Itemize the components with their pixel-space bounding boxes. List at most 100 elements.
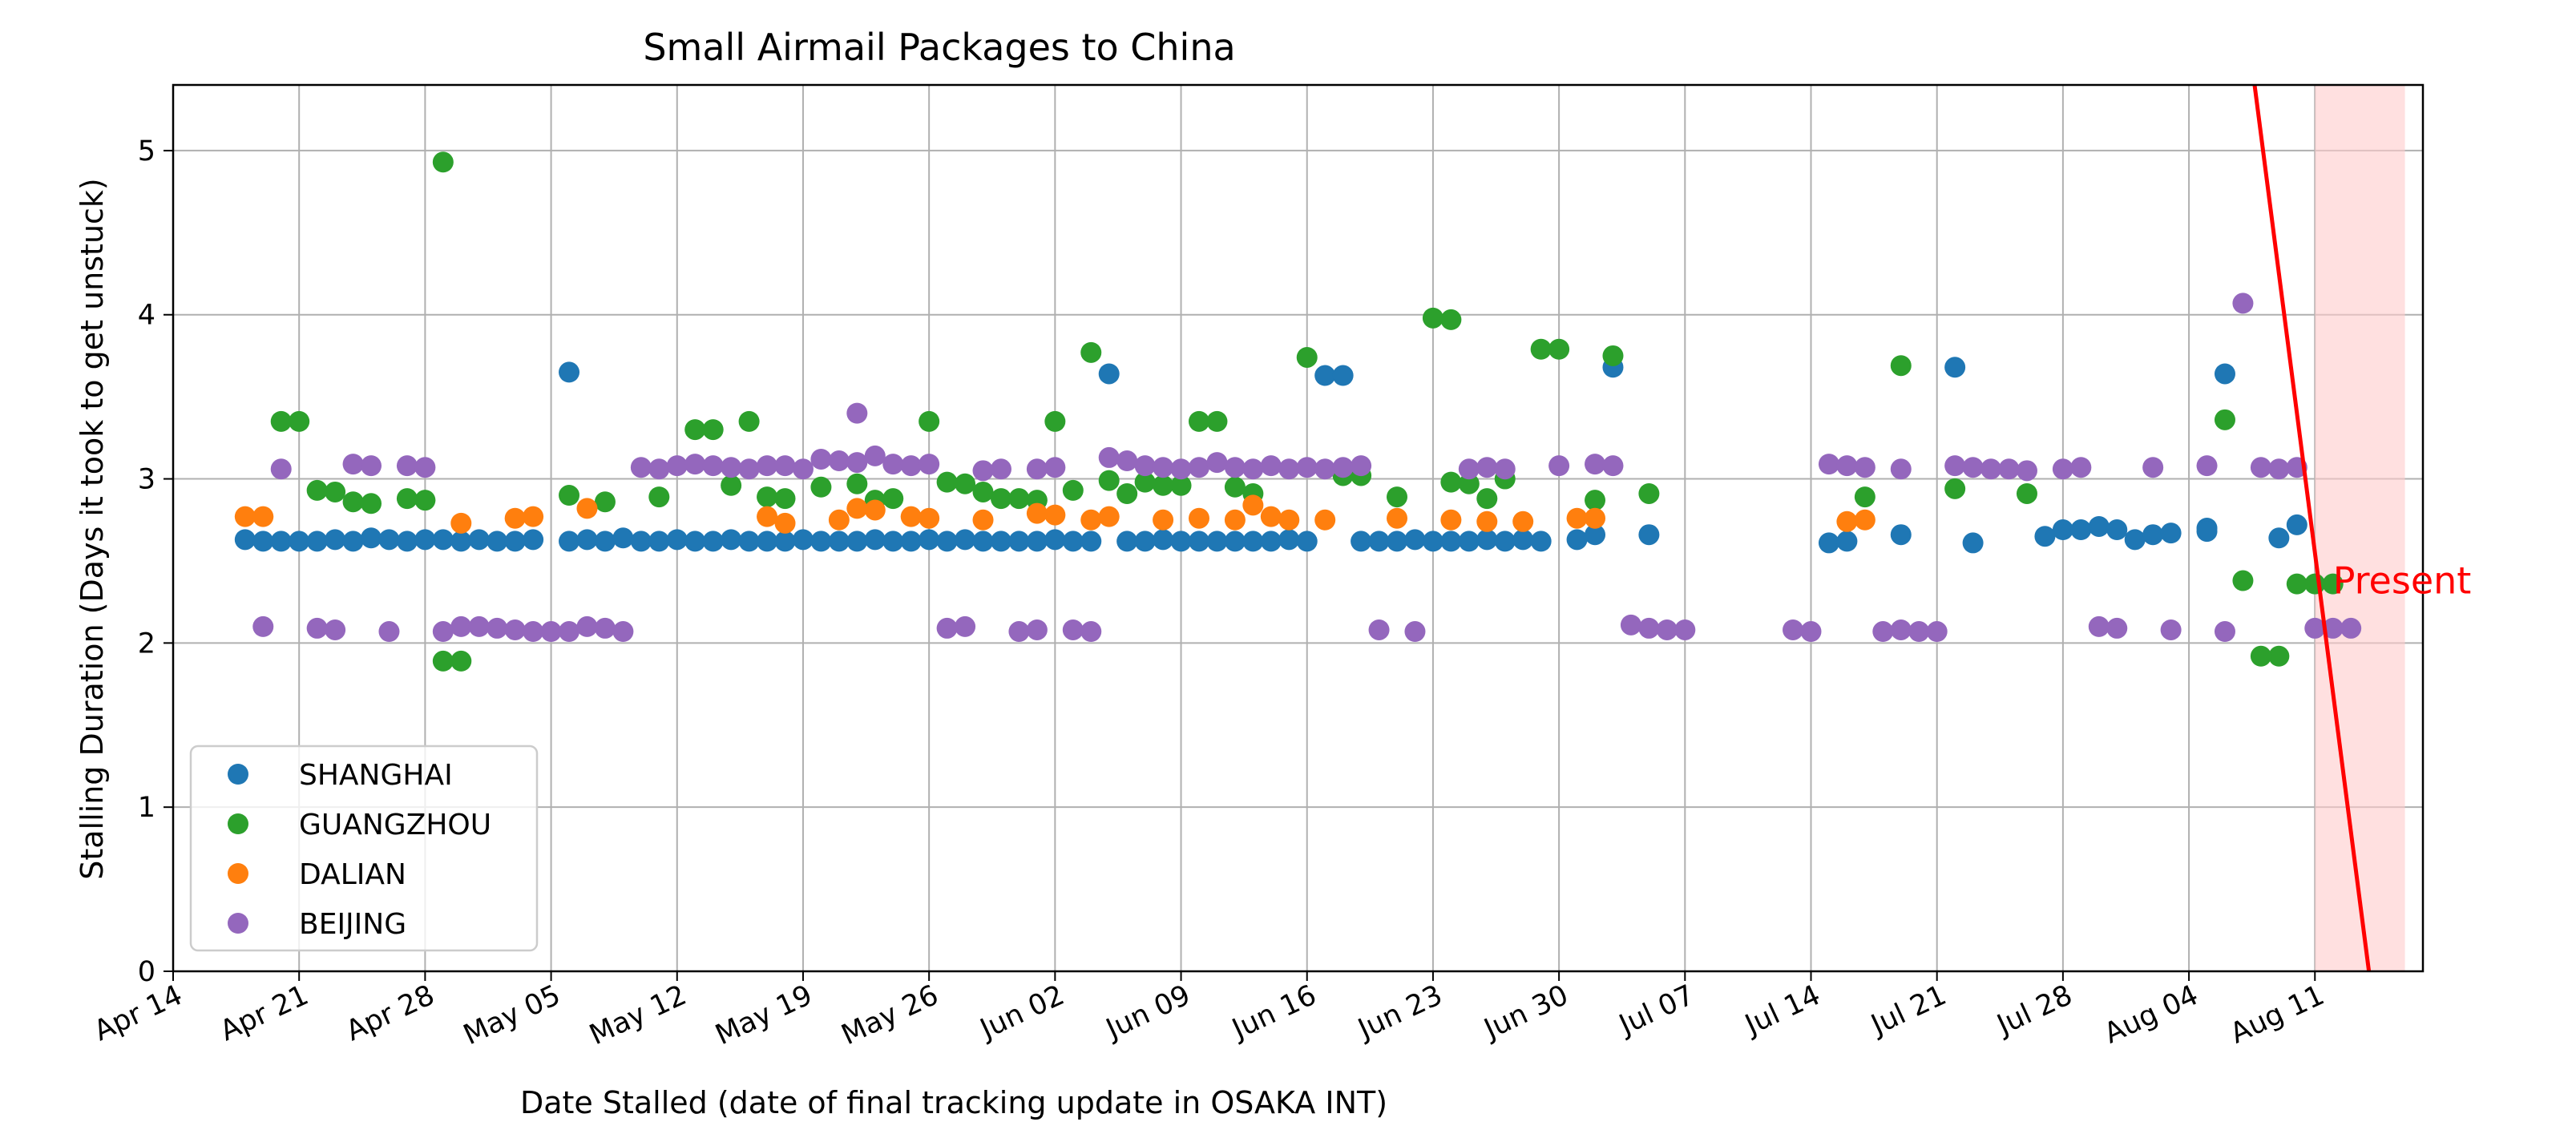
- data-point: [1170, 531, 1192, 552]
- data-point: [1008, 621, 1030, 643]
- data-point: [1458, 458, 1480, 480]
- data-point: [2070, 457, 2092, 478]
- data-point: [1638, 524, 1660, 546]
- x-axis-label: Date Stalled (date of final tracking upd…: [520, 1085, 1387, 1120]
- data-point: [648, 486, 670, 508]
- data-point: [757, 455, 778, 477]
- data-point: [2142, 524, 2164, 546]
- series-beijing: [252, 293, 2362, 643]
- data-point: [559, 485, 580, 506]
- data-point: [2268, 458, 2290, 480]
- data-point: [1638, 482, 1660, 504]
- data-point: [774, 488, 796, 510]
- data-point: [882, 488, 904, 510]
- y-axis-ticks: 0 1 2 3 4 5: [138, 135, 173, 988]
- data-point: [792, 458, 814, 480]
- data-point: [1872, 621, 1894, 643]
- data-point: [1296, 457, 1318, 478]
- data-point: [1926, 621, 1948, 643]
- data-point: [757, 486, 778, 508]
- data-point: [414, 490, 436, 511]
- y-tick-label: 1: [138, 792, 155, 824]
- data-point: [1602, 345, 1624, 366]
- data-point: [1387, 507, 1408, 529]
- data-point: [1494, 531, 1516, 552]
- series-shanghai: [234, 357, 2307, 554]
- data-point: [1098, 506, 1120, 527]
- legend: SHANGHAI GUANGZHOU DALIAN BEIJING: [189, 744, 539, 952]
- data-point: [1026, 619, 1048, 640]
- data-point: [828, 531, 850, 552]
- data-point: [1387, 531, 1408, 552]
- legend-marker: [228, 764, 248, 785]
- data-point: [1890, 619, 1912, 640]
- data-point: [1512, 510, 1534, 532]
- data-point: [1440, 531, 1462, 552]
- data-point: [2250, 457, 2271, 478]
- data-point: [540, 621, 562, 643]
- data-point: [1476, 510, 1498, 532]
- data-point: [1080, 531, 1102, 552]
- data-point: [2286, 514, 2307, 535]
- data-point: [1404, 529, 1426, 551]
- data-point: [576, 529, 598, 551]
- data-point: [2088, 515, 2110, 537]
- data-point: [2214, 363, 2235, 385]
- data-point: [882, 454, 904, 475]
- data-point: [1098, 470, 1120, 491]
- data-point: [2322, 573, 2344, 595]
- data-point: [955, 473, 976, 494]
- data-point: [630, 457, 652, 478]
- data-point: [1368, 531, 1390, 552]
- data-point: [396, 455, 418, 477]
- data-point: [1098, 446, 1120, 468]
- data-point: [2268, 527, 2290, 549]
- data-point: [1062, 479, 1084, 501]
- data-point: [1836, 531, 1858, 552]
- data-point: [361, 527, 382, 549]
- y-tick-label: 4: [138, 300, 155, 332]
- data-point: [487, 617, 508, 639]
- data-point: [738, 410, 760, 432]
- data-point: [1890, 355, 1912, 377]
- data-point: [325, 481, 346, 502]
- data-point: [757, 531, 778, 552]
- data-point: [1530, 338, 1552, 360]
- data-point: [1278, 529, 1300, 551]
- data-point: [559, 361, 580, 383]
- data-point: [1944, 357, 1966, 378]
- data-point: [810, 448, 832, 470]
- data-point: [648, 458, 670, 480]
- data-point: [1585, 507, 1606, 529]
- data-point: [846, 531, 868, 552]
- data-point: [919, 507, 940, 529]
- data-point: [774, 512, 796, 534]
- data-point: [1080, 509, 1102, 531]
- data-point: [1440, 471, 1462, 493]
- present-label: Present: [2333, 559, 2472, 603]
- data-point: [1585, 490, 1606, 511]
- data-point: [1387, 486, 1408, 508]
- data-point: [684, 419, 706, 441]
- data-point: [342, 491, 364, 513]
- data-point: [306, 531, 328, 552]
- data-point: [666, 529, 688, 551]
- data-point: [757, 506, 778, 527]
- data-point: [1260, 531, 1282, 552]
- data-point: [810, 531, 832, 552]
- data-point: [1116, 531, 1138, 552]
- data-point: [612, 527, 634, 549]
- legend-item-guangzhou: GUANGZHOU: [228, 809, 491, 841]
- data-point: [702, 455, 724, 477]
- data-point: [630, 531, 652, 552]
- data-point: [1170, 474, 1192, 496]
- data-point: [648, 531, 670, 552]
- data-point: [1332, 365, 1354, 386]
- data-point: [234, 529, 256, 551]
- data-point: [738, 458, 760, 480]
- data-point: [1008, 531, 1030, 552]
- data-point: [487, 531, 508, 552]
- data-point: [1656, 619, 1678, 640]
- data-point: [1242, 531, 1264, 552]
